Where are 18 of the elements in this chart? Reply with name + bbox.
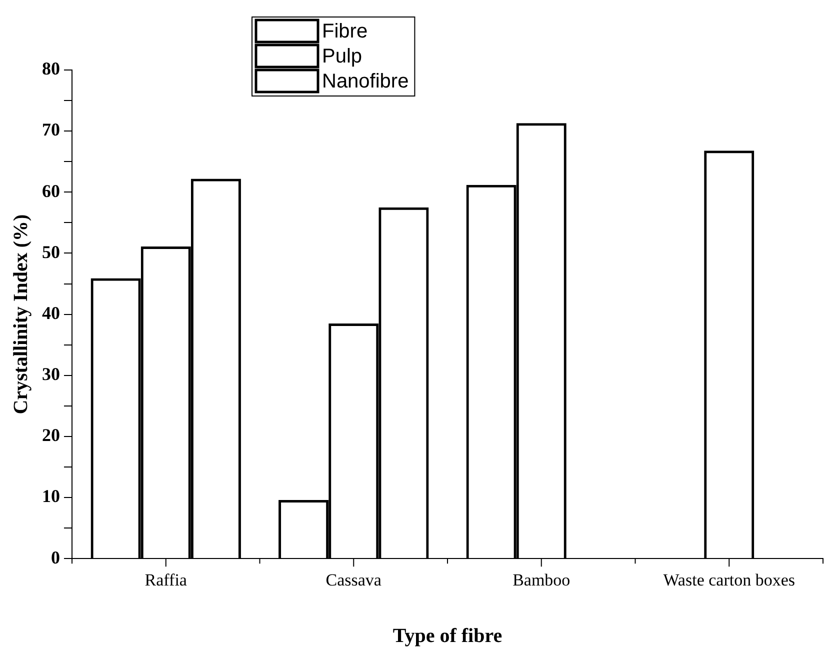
y-tick-label: 0 bbox=[51, 547, 60, 568]
x-tick-label: Waste carton boxes bbox=[663, 570, 795, 590]
y-axis-title: Crystallinity Index (%) bbox=[10, 214, 32, 414]
x-tick-label: Bamboo bbox=[512, 570, 570, 590]
x-tick-label: Cassava bbox=[326, 570, 382, 590]
x-tick-label: Raffia bbox=[144, 570, 188, 590]
y-tick-label: 10 bbox=[42, 486, 60, 506]
legend-label: Nanofibre bbox=[322, 70, 409, 93]
x-axis-title: Type of fibre bbox=[392, 625, 502, 648]
y-tick-label: 70 bbox=[42, 120, 60, 140]
y-tick-label: 20 bbox=[42, 425, 60, 446]
y-tick-label: 50 bbox=[42, 242, 60, 262]
y-tick-label: 30 bbox=[42, 364, 60, 384]
legend-label: Fibre bbox=[322, 20, 368, 43]
y-tick-label: 80 bbox=[42, 58, 60, 79]
y-tick-label: 40 bbox=[42, 302, 60, 323]
y-tick-label: 60 bbox=[42, 180, 60, 201]
legend-label: Pulp bbox=[322, 46, 362, 68]
